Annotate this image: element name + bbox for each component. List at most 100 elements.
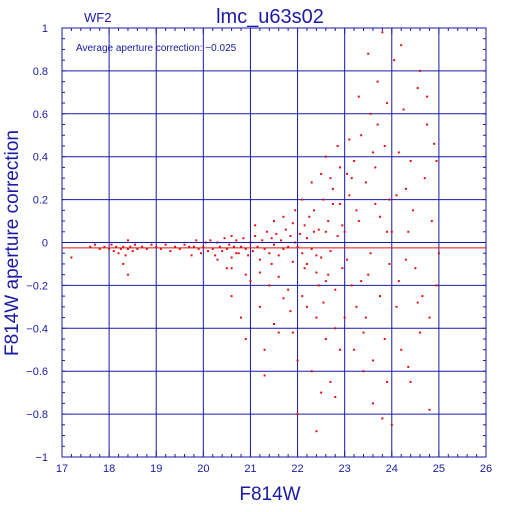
data-point (331, 202, 334, 205)
data-point (329, 380, 332, 383)
data-point (419, 69, 422, 72)
y-tick-labels: −1 −0.8 −0.6 −0.4 −0.2 0 0.2 0.4 0.6 0.8 1 (26, 23, 48, 464)
data-point (305, 305, 308, 308)
data-point (404, 187, 407, 190)
data-point (362, 331, 365, 334)
data-point (402, 108, 405, 111)
data-point (277, 275, 280, 278)
data-point (209, 239, 212, 242)
data-point (183, 243, 186, 246)
data-point (268, 284, 271, 287)
y-tick-label: 0.6 (33, 109, 48, 121)
data-point (282, 215, 285, 218)
data-point (407, 230, 410, 233)
x-tick-label: 20 (197, 463, 209, 475)
average-annotation: Average aperture correction: −0.025 (76, 43, 237, 54)
x-tick-labels: 17 18 19 20 21 22 23 24 25 26 (56, 463, 492, 475)
data-point (119, 247, 122, 250)
chart-title: lmc_u63s02 (216, 6, 324, 28)
data-point (369, 112, 372, 115)
data-point (270, 262, 273, 265)
data-point (355, 305, 358, 308)
data-point (421, 295, 424, 298)
data-point (350, 177, 353, 180)
data-point (308, 215, 311, 218)
data-point (263, 374, 266, 377)
data-point (263, 247, 266, 250)
data-point (419, 331, 422, 334)
data-point (301, 252, 304, 255)
data-point (254, 235, 257, 238)
data-point (216, 258, 219, 261)
data-point (376, 80, 379, 83)
data-point (273, 323, 275, 326)
data-point (341, 224, 344, 227)
data-point (230, 267, 233, 270)
data-point (310, 247, 313, 250)
data-point (357, 95, 360, 98)
y-axis-label: F814W aperture correction (2, 130, 23, 356)
data-point (126, 273, 129, 276)
data-point (320, 256, 323, 259)
data-point (164, 243, 167, 246)
data-point (178, 247, 181, 250)
data-point (188, 245, 191, 248)
x-tick-label: 25 (433, 463, 445, 475)
data-point (134, 243, 137, 246)
y-tick-label: 1 (42, 23, 48, 35)
data-point (126, 247, 129, 250)
data-point (275, 232, 278, 235)
data-point (395, 305, 398, 308)
data-point (254, 224, 257, 227)
data-point (289, 235, 292, 238)
data-point (244, 338, 247, 341)
data-point (169, 250, 172, 253)
data-point (296, 245, 299, 248)
data-point (386, 230, 389, 233)
data-point (364, 316, 367, 319)
data-point (291, 260, 294, 263)
data-point (258, 258, 261, 261)
data-point (270, 237, 273, 240)
data-point (400, 44, 403, 47)
data-point (320, 391, 323, 394)
data-point (334, 288, 337, 291)
data-point (301, 295, 304, 298)
data-point (242, 237, 245, 240)
data-point (381, 31, 384, 34)
data-point (305, 237, 308, 240)
data-point (258, 271, 261, 274)
data-point (353, 159, 356, 162)
data-point (407, 365, 410, 368)
data-point (315, 316, 318, 319)
data-point (211, 247, 214, 250)
y-tick-label: 0.8 (33, 66, 48, 78)
x-tick-label: 24 (386, 463, 398, 475)
x-axis-label: F814W (239, 484, 300, 505)
data-point (207, 250, 210, 253)
data-point (367, 52, 370, 55)
data-point (383, 144, 386, 147)
data-point (291, 331, 294, 334)
data-point (230, 235, 233, 238)
data-point (388, 262, 391, 265)
data-point (390, 423, 393, 426)
data-point (350, 284, 353, 287)
data-point (397, 280, 400, 283)
data-point (273, 243, 275, 246)
data-point (371, 402, 374, 405)
data-point (437, 252, 440, 255)
data-point (357, 220, 360, 223)
data-point (334, 327, 337, 330)
data-point (117, 252, 120, 255)
data-point (303, 267, 306, 270)
data-point (305, 262, 308, 265)
data-point (336, 144, 339, 147)
y-tick-label: 0 (42, 238, 48, 250)
data-point (282, 297, 285, 300)
data-point (416, 301, 419, 304)
data-point (294, 209, 297, 212)
data-point (247, 254, 250, 257)
data-point (411, 209, 414, 212)
data-point (348, 138, 351, 141)
